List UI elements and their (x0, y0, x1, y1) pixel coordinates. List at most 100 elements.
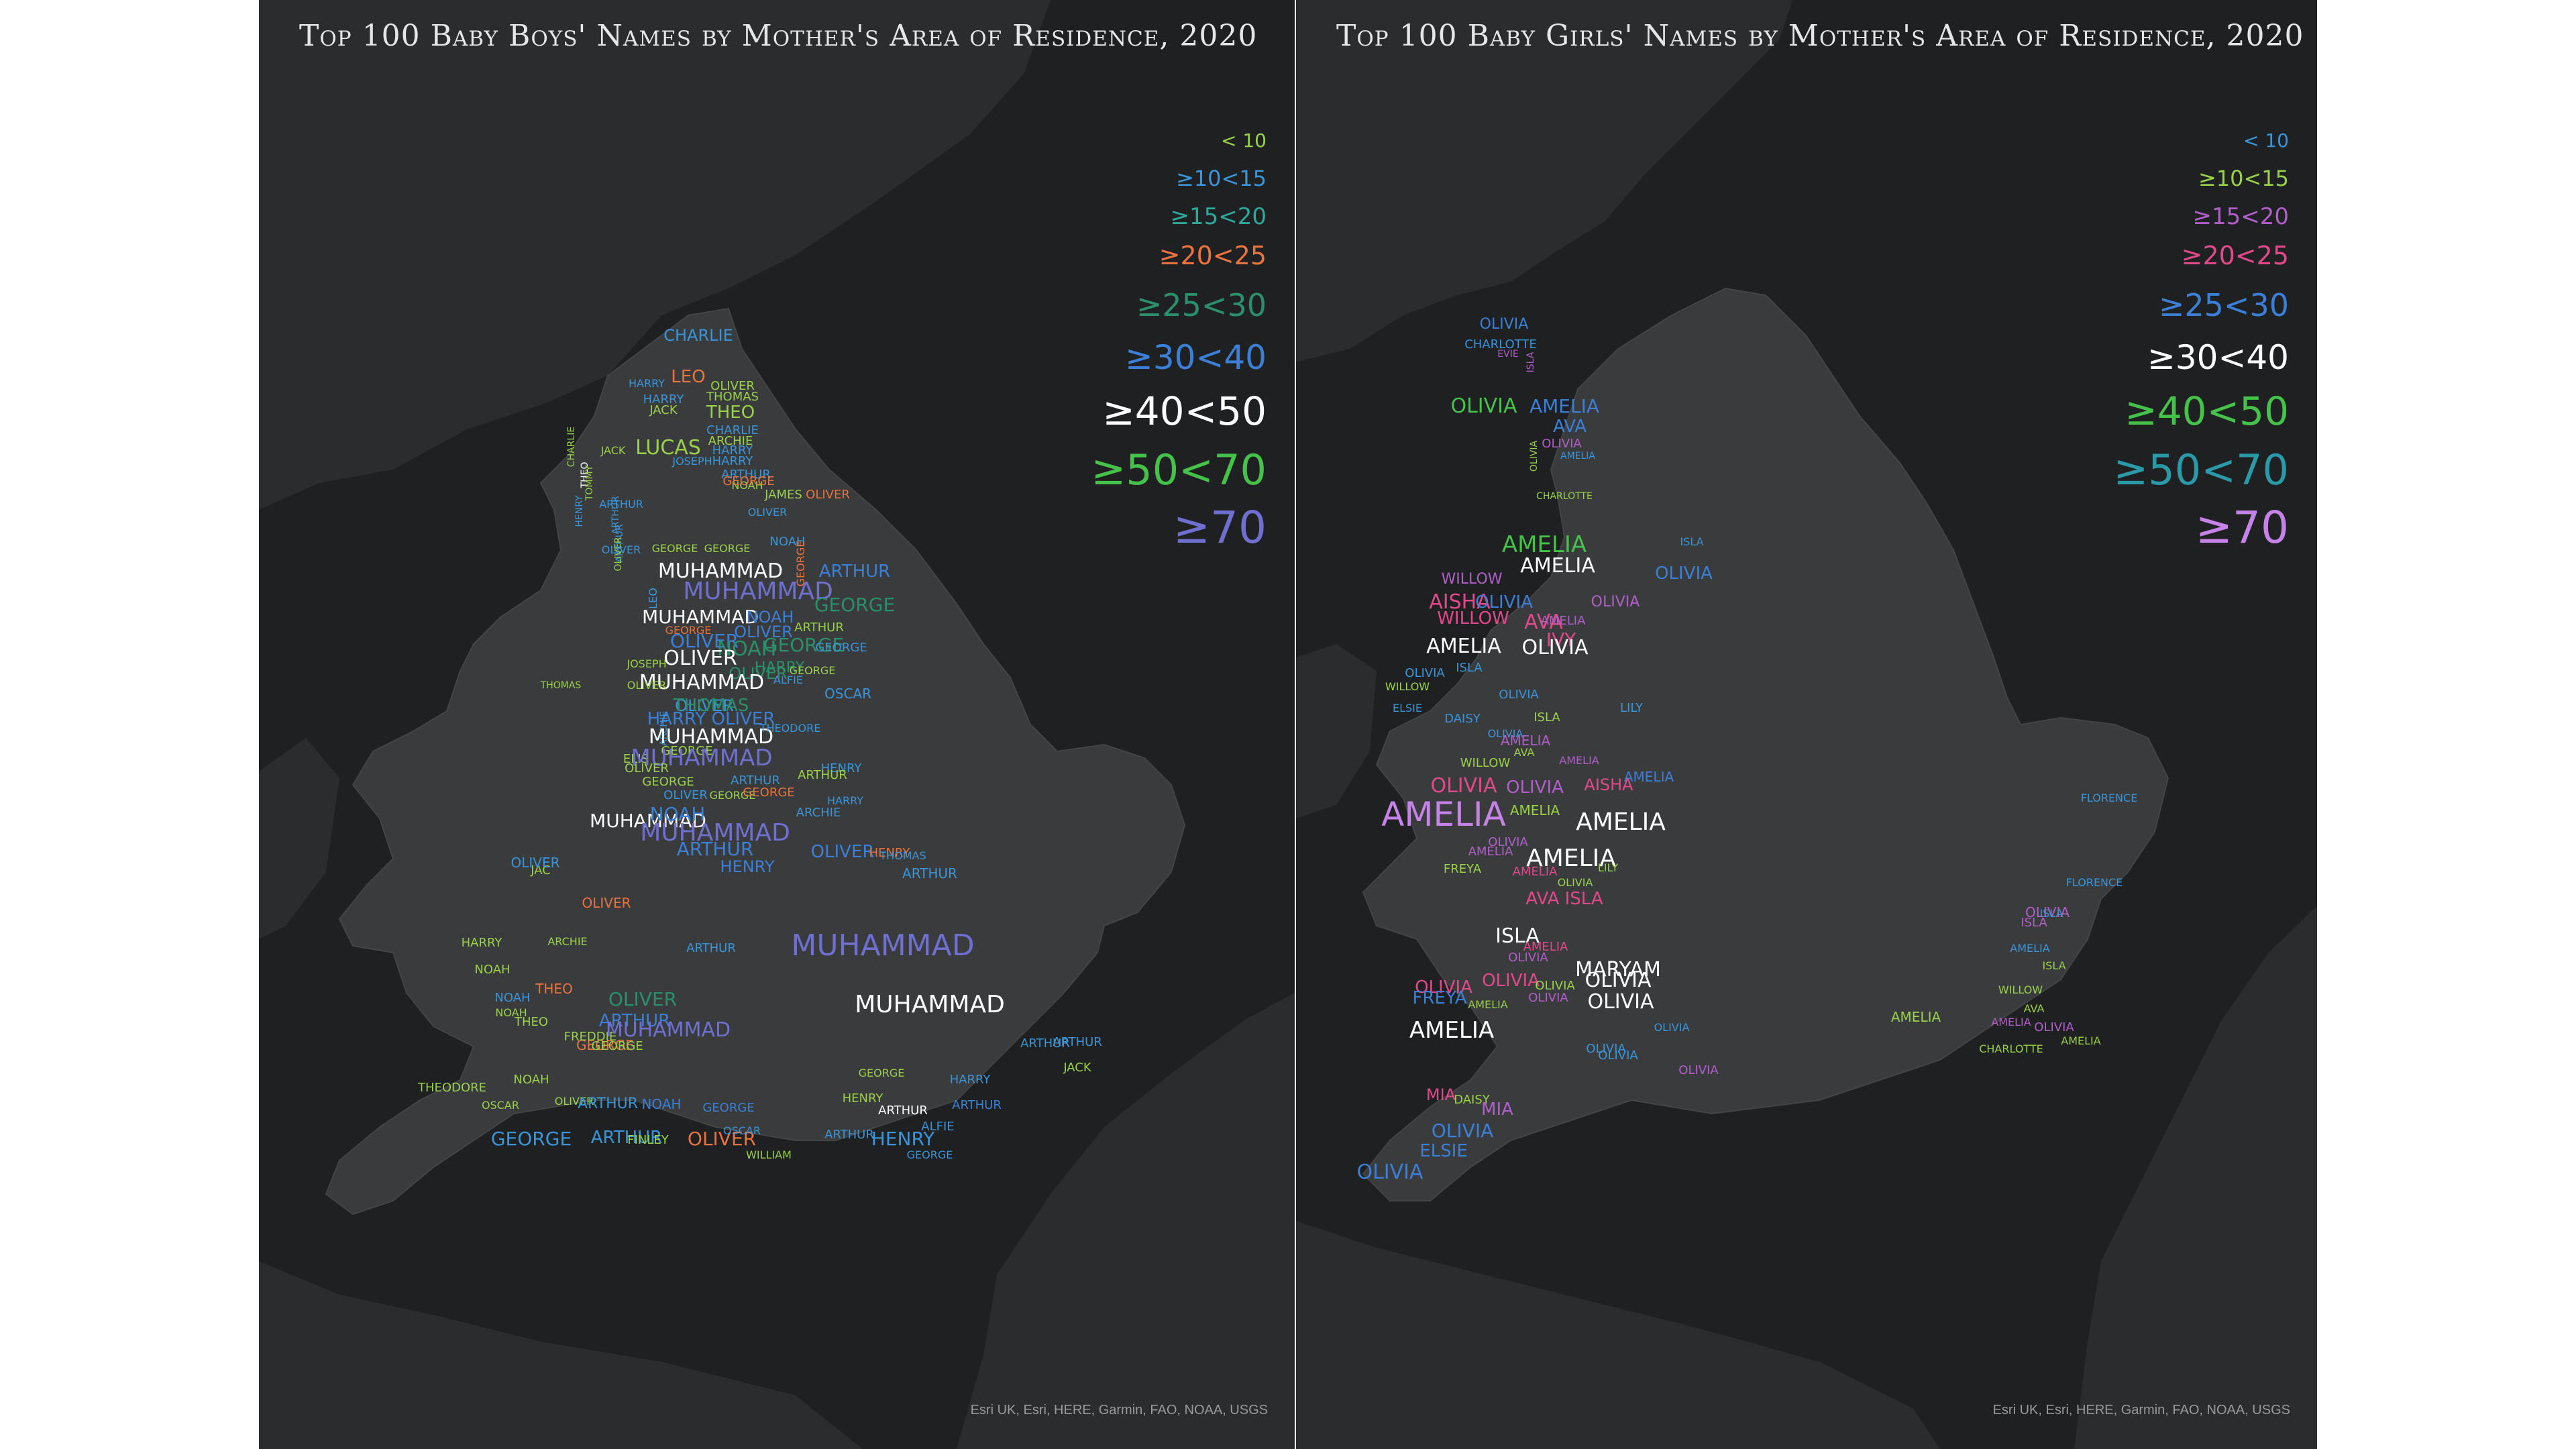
area-name-label: MUHAMMAD (640, 819, 790, 847)
boys-basemap (259, 0, 1295, 1449)
area-name-label: ELSIE (1419, 1141, 1468, 1161)
area-name-label: GEORGE (815, 641, 867, 655)
area-name-label: ARTHUR (794, 621, 844, 635)
boys-map-panel[interactable]: Top 100 Baby Boys' Names by Mother's Are… (259, 0, 1295, 1449)
area-name-label: MUHAMMAD (605, 1018, 731, 1042)
area-name-label: ARTHUR (598, 1011, 671, 1031)
area-name-label: OLIVIA (1475, 592, 1533, 612)
area-name-label: ARTHUR (721, 468, 771, 482)
girls-name-labels: OLIVIA CHARLOTTE EVIE ISLA OLIVIA AMELIA AVA OL… (1296, 0, 2317, 1449)
france-land (259, 1261, 863, 1449)
area-name-label: GEORGE (591, 1039, 643, 1053)
area-name-label: AMELIA (1890, 1009, 1941, 1025)
area-name-label: HENRY (820, 761, 862, 775)
area-name-label: ARTHUR (731, 773, 780, 788)
legend-item: ≥40<50 (2125, 388, 2289, 434)
area-name-label: WILLIAM (746, 1148, 792, 1161)
area-name-label: OLIVIA (1655, 564, 1713, 584)
area-name-label: OSCAR (824, 686, 871, 702)
area-name-label: JACK (600, 444, 626, 457)
area-name-label: AMELIA (1991, 1016, 2031, 1028)
area-name-label: ARTHUR (1053, 1035, 1102, 1049)
boys-legend: < 10 ≥10<15 ≥15<20 ≥20<25 ≥25<30 ≥30<40 ≥40<50… (1091, 131, 1267, 550)
area-name-label: OLIVER (627, 679, 667, 692)
area-name-label: GEORGE (722, 474, 775, 488)
area-name-label: AMELIA (1540, 614, 1586, 628)
area-name-label: CHARLIE (566, 426, 577, 468)
girls-map-panel[interactable]: Top 100 Baby Girls' Names by Mother's Ar… (1296, 0, 2317, 1449)
area-name-label: AISHA (1584, 775, 1633, 794)
area-name-label: NOAH (513, 1073, 549, 1087)
area-name-label: JOSEPH (672, 455, 712, 468)
area-name-label: ISLA (1456, 661, 1483, 675)
area-name-label: HARRY (643, 392, 684, 407)
area-name-label: THEODORE (418, 1081, 486, 1095)
area-name-label: ARTHUR (676, 838, 754, 860)
area-name-label: FLORENCE (2065, 876, 2123, 889)
area-name-label: CHARLOTTE (1464, 337, 1537, 352)
area-name-label: THOMAS (540, 680, 582, 691)
area-name-label: AMELIA (1512, 865, 1558, 879)
area-name-label: IVY (1546, 629, 1576, 651)
area-name-label: WILLOW (1460, 756, 1511, 770)
area-name-label: ARTHUR (902, 865, 957, 881)
area-name-label: GEORGE (576, 1037, 634, 1053)
legend-item: < 10 (1221, 129, 1267, 152)
area-name-label: OLIVER (608, 988, 678, 1010)
area-name-label: AMELIA (2061, 1034, 2101, 1047)
area-name-label: FREYA (1412, 988, 1467, 1008)
scotland-land (259, 0, 1051, 510)
area-name-label: OLIVIA (1415, 977, 1472, 998)
area-name-label: OLIVIA (1508, 951, 1548, 965)
area-name-label: OLIVER (810, 842, 875, 862)
area-name-label: HENRY (842, 1091, 883, 1106)
area-name-label: OLIVER (582, 895, 631, 911)
area-name-label: ISLA (2021, 916, 2047, 930)
area-name-label: OLIVIA (1598, 1049, 1638, 1063)
area-name-label: OLIVIA (1506, 777, 1564, 798)
area-name-label: THEODORE (759, 722, 821, 735)
legend-item: ≥15<20 (2192, 203, 2289, 230)
legend-item: ≥25<30 (2158, 287, 2289, 323)
area-name-label: OLIVIA (1535, 979, 1575, 993)
area-name-label: OLIVER (747, 506, 788, 519)
area-name-label: GEORGE (709, 789, 756, 802)
legend-item: ≥50<70 (2113, 445, 2289, 494)
legend-item: ≥25<30 (1136, 287, 1267, 323)
area-name-label: AMELIA (1520, 554, 1595, 578)
area-name-label: GEORGE (789, 664, 836, 677)
area-name-label: MUHAMMAD (855, 991, 1005, 1018)
area-name-label: OLIVIA (1521, 636, 1589, 659)
area-name-label: JACK (649, 403, 678, 417)
area-name-label: ARCHIE (547, 935, 588, 948)
area-name-label: FLORENCE (2080, 792, 2138, 804)
area-name-label: FREYA (1443, 862, 1482, 876)
area-name-label: OLIVIA (1356, 1161, 1424, 1184)
area-name-label: NOAH (641, 1096, 682, 1112)
area-name-label: AMELIA (1409, 1017, 1495, 1044)
area-name-label: FINLEY (627, 1133, 669, 1147)
area-name-label: NOAH (495, 1006, 527, 1019)
area-name-label: HARRY (629, 377, 665, 390)
area-name-label: HARRY (461, 936, 502, 950)
area-name-label: OLIVIA (1482, 971, 1540, 991)
legend-item: ≥20<25 (2181, 241, 2289, 270)
scotland-land (1296, 0, 1792, 362)
area-name-label: DAISY (1444, 712, 1481, 726)
area-name-label: THEO (706, 402, 755, 423)
area-name-label: THOMAS (706, 390, 759, 404)
area-name-label: ARTHUR (686, 941, 736, 955)
area-name-label: THEO (535, 981, 573, 997)
area-name-label: AMELIA (1526, 845, 1616, 872)
area-name-label: NOAH (769, 535, 806, 549)
area-name-label: AMELIA (1559, 754, 1599, 767)
europe-land (2074, 906, 2317, 1449)
area-name-label: OLIVER (663, 788, 708, 802)
area-name-label: ARTHUR (798, 768, 847, 782)
area-name-label: AVA (1513, 746, 1535, 759)
area-name-label: AISHA (1429, 590, 1491, 614)
area-name-label: THOMAS (673, 696, 749, 716)
area-name-label: GEORGE (661, 744, 713, 758)
area-name-label: ISLA (1495, 924, 1540, 948)
area-name-label: OLIVER (687, 1128, 757, 1150)
